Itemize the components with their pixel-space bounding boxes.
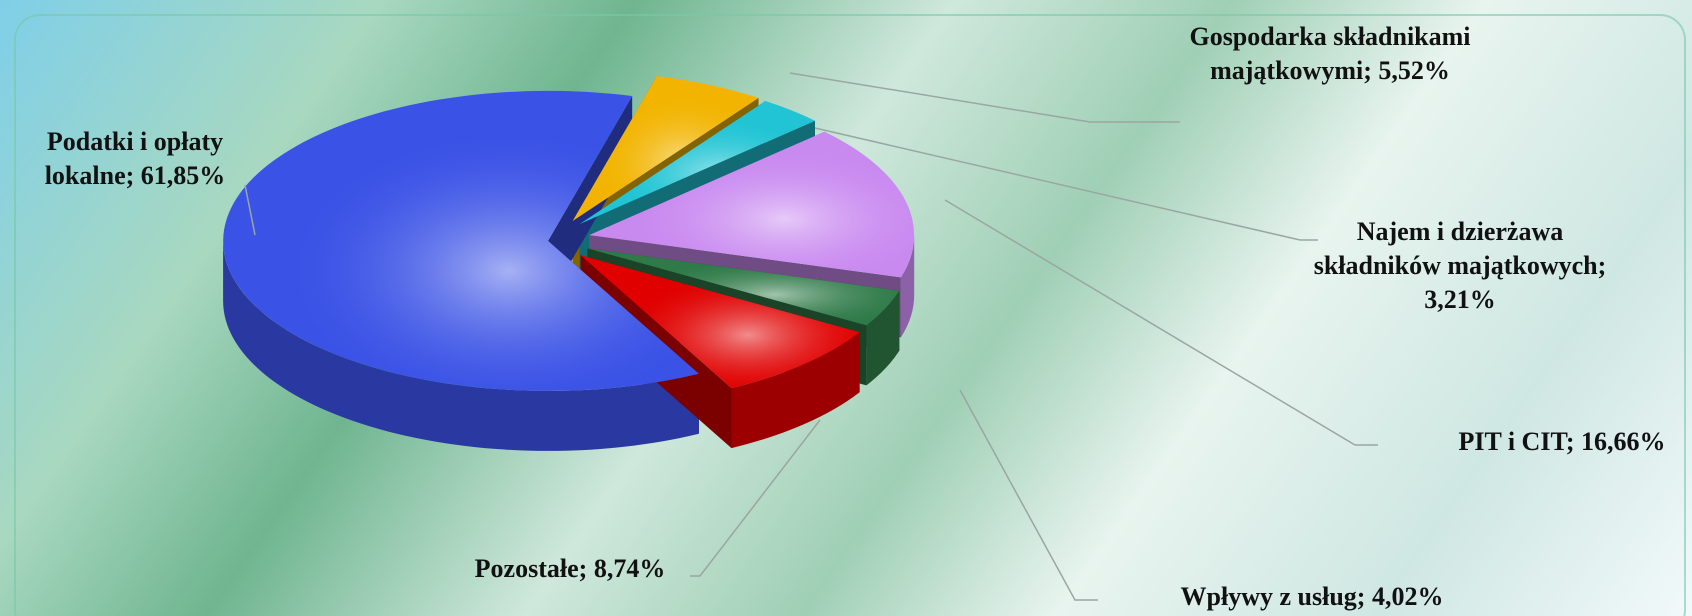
data-label: PIT i CIT; 16,66% [1382, 425, 1692, 459]
leader-line [944, 199, 1378, 446]
slice-shine [579, 101, 815, 225]
slice-shine [223, 90, 699, 391]
frame-border [14, 14, 1686, 616]
leader-line [789, 72, 1180, 123]
label-name: Pozostałe [474, 554, 579, 583]
leader-line [959, 389, 1098, 601]
label-separator: ; [125, 161, 141, 190]
label-separator: ; [1597, 251, 1613, 280]
label-value: 3,21% [1424, 285, 1496, 314]
label-value: 8,74% [593, 554, 666, 583]
label-name: Gospodarka składnikami majątkowymi [1189, 22, 1478, 85]
data-label: Podatki i opłaty lokalne; 61,85% [10, 125, 260, 193]
label-separator: ; [578, 554, 594, 583]
slice-shine [589, 131, 915, 278]
slice-shine [572, 76, 759, 221]
data-label: Gospodarka składnikami majątkowymi; 5,52… [1180, 20, 1480, 88]
label-value: 5,52% [1378, 56, 1450, 85]
slice-side [866, 290, 900, 386]
label-name: PIT i CIT [1458, 427, 1566, 456]
leader-line [244, 184, 256, 236]
leader-line [690, 419, 821, 577]
leader-line [814, 127, 1318, 241]
label-separator: ; [1565, 427, 1582, 456]
label-separator: ; [1363, 56, 1379, 85]
data-label: Najem i dzierżawa składników majątkowych… [1300, 215, 1620, 317]
data-label: Wpływy z usług; 4,02% [1102, 580, 1522, 614]
slice-side [223, 240, 699, 451]
label-value: 16,66% [1581, 427, 1666, 456]
label-value: 4,02% [1371, 582, 1444, 611]
label-value: 61,85% [140, 161, 226, 190]
slice-side [731, 332, 860, 449]
slice-side [900, 235, 915, 338]
label-separator: ; [1356, 582, 1372, 611]
data-label: Pozostałe; 8,74% [450, 552, 690, 586]
label-name: Wpływy z usług [1180, 582, 1357, 611]
slice-shine [580, 255, 860, 389]
label-name: Najem i dzierżawa składników majątkowych [1313, 217, 1598, 280]
slice-shine [587, 248, 900, 326]
label-name: Podatki i opłaty lokalne [44, 127, 230, 190]
